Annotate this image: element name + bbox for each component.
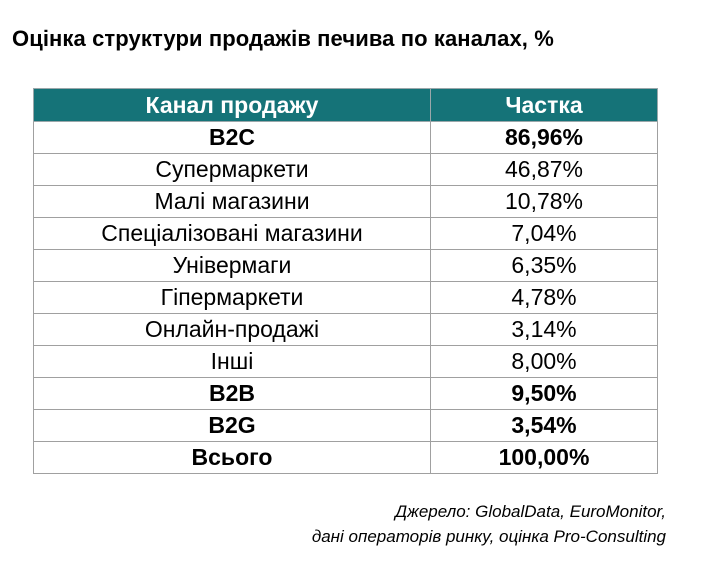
table-row: Всього 100,00% <box>33 441 658 474</box>
channel-cell: Малі магазини <box>33 185 431 218</box>
source-note: Джерело: GlobalData, EuroMonitor, дані о… <box>312 499 666 549</box>
channel-cell: Інші <box>33 345 431 378</box>
table-row: Універмаги 6,35% <box>33 249 658 282</box>
channel-cell: Супермаркети <box>33 153 431 186</box>
table-body: B2C 86,96% Супермаркети 46,87% Малі магазини… <box>33 121 658 474</box>
source-line-2: дані операторів ринку, оцінка Pro-Consul… <box>311 527 666 546</box>
channel-cell: Універмаги <box>33 249 431 282</box>
table-header-row: Канал продажу Частка <box>33 88 658 122</box>
channel-cell: Гіпермаркети <box>33 281 431 314</box>
channel-cell: Всього <box>33 441 431 474</box>
sales-channel-table-container: Канал продажу Частка B2C 86,96% Супермарке… <box>33 88 658 474</box>
sales-channel-table: Канал продажу Частка B2C 86,96% Супермарке… <box>33 88 658 474</box>
share-cell: 46,87% <box>430 153 658 186</box>
table-row: Спеціалізовані магазини 7,04% <box>33 217 658 250</box>
share-cell: 10,78% <box>430 185 658 218</box>
table-row: B2G 3,54% <box>33 409 658 442</box>
table-row: B2B 9,50% <box>33 377 658 410</box>
table-row: Гіпермаркети 4,78% <box>33 281 658 314</box>
share-cell: 9,50% <box>430 377 658 410</box>
share-cell: 6,35% <box>430 249 658 282</box>
share-cell: 4,78% <box>430 281 658 314</box>
source-line-1: Джерело: GlobalData, EuroMonitor, <box>395 502 666 521</box>
column-header-share: Частка <box>430 88 658 122</box>
table-row: Супермаркети 46,87% <box>33 153 658 186</box>
channel-cell: B2B <box>33 377 431 410</box>
share-cell: 3,14% <box>430 313 658 346</box>
channel-cell: B2G <box>33 409 431 442</box>
share-cell: 3,54% <box>430 409 658 442</box>
table-row: Інші 8,00% <box>33 345 658 378</box>
table-row: B2C 86,96% <box>33 121 658 154</box>
chart-title: Оцінка структури продажів печива по кана… <box>12 26 554 51</box>
channel-cell: Онлайн-продажі <box>33 313 431 346</box>
channel-cell: B2C <box>33 121 431 154</box>
table-row: Малі магазини 10,78% <box>33 185 658 218</box>
share-cell: 8,00% <box>430 345 658 378</box>
column-header-channel: Канал продажу <box>33 88 431 122</box>
share-cell: 7,04% <box>430 217 658 250</box>
share-cell: 86,96% <box>430 121 658 154</box>
channel-cell: Спеціалізовані магазини <box>33 217 431 250</box>
share-cell: 100,00% <box>430 441 658 474</box>
table-row: Онлайн-продажі 3,14% <box>33 313 658 346</box>
